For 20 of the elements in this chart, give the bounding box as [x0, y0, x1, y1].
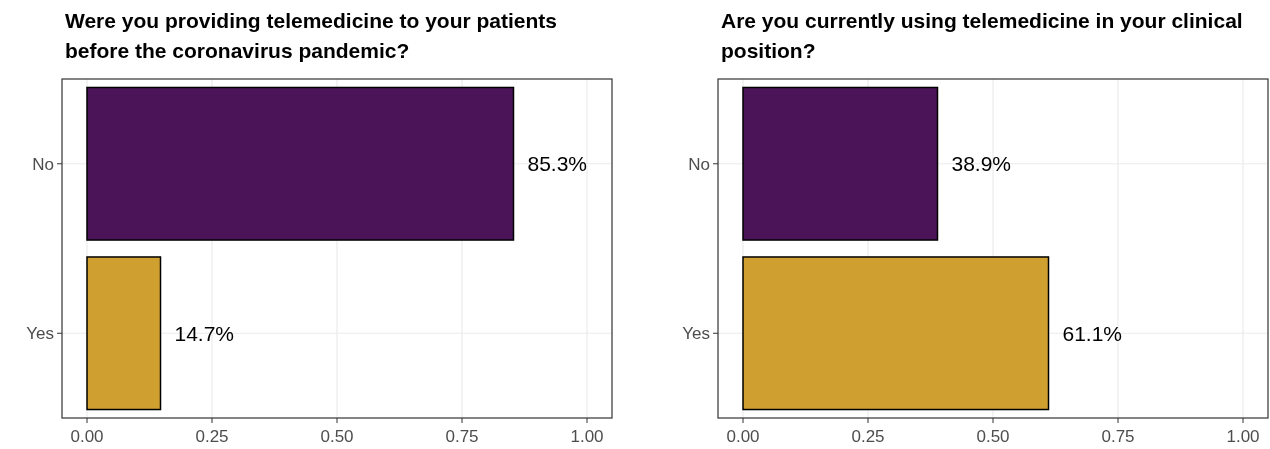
- chart-title: Were you providing telemedicine to your patients before the coronavirus pandemic?: [65, 9, 558, 62]
- x-tick-label: 0.00: [70, 427, 104, 446]
- data-label: 61.1%: [1062, 321, 1123, 345]
- x-tick-label: 1.00: [1226, 427, 1260, 446]
- chart-title: Are you currently using telemedicine in your clinical position?: [721, 9, 1243, 62]
- x-tick-label: 0.25: [195, 427, 229, 446]
- y-tick-label: No: [688, 154, 710, 174]
- data-label: 85.3%: [527, 152, 588, 176]
- x-tick-label: 0.25: [851, 427, 885, 446]
- y-tick-label: Yes: [26, 324, 54, 344]
- x-tick-label: 0.50: [976, 427, 1010, 446]
- y-tick-label: No: [32, 154, 54, 174]
- x-tick-label: 1.00: [570, 427, 604, 446]
- x-tick-label: 0.00: [726, 427, 760, 446]
- data-label: 14.7%: [174, 321, 235, 345]
- x-tick-label: 0.75: [1101, 427, 1135, 446]
- x-tick-label: 0.75: [445, 427, 479, 446]
- y-tick-label: Yes: [682, 324, 710, 344]
- data-label: 38.9%: [951, 152, 1012, 176]
- x-tick-label: 0.50: [320, 427, 354, 446]
